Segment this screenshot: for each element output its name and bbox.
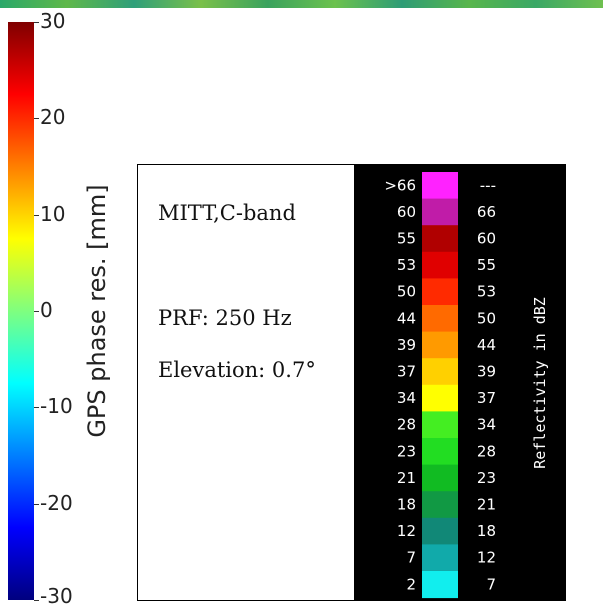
reflectivity-bin-high-label: 18	[477, 522, 496, 540]
gps-tick-label: 10	[40, 201, 66, 226]
gps-tick-mark	[34, 311, 39, 312]
reflectivity-bin-swatch	[422, 411, 458, 439]
reflectivity-bin-low-label: 34	[397, 389, 416, 407]
reflectivity-bin-high-label: 23	[477, 469, 496, 487]
reflectivity-bin-high-label: 60	[477, 230, 496, 248]
reflectivity-bin-high-label: 37	[477, 389, 496, 407]
reflectivity-bin-low-label: 2	[406, 575, 416, 593]
reflectivity-bin-low-label: 18	[397, 496, 416, 514]
reflectivity-bin-swatch	[422, 464, 458, 492]
radar-info-panel: MITT,C-band PRF: 250 Hz Elevation: 0.7°	[137, 164, 355, 601]
reflectivity-bin-swatch	[422, 198, 458, 226]
reflectivity-label: Reflectivity in dBZ	[531, 297, 549, 469]
reflectivity-legend: >66 --- 60 66 55 60 53 55 50 53 44 50 39 44 37 39 34 37 28…	[355, 164, 566, 601]
reflectivity-bin-low-label: >66	[384, 176, 416, 194]
gps-tick-label: 0	[40, 298, 53, 322]
reflectivity-bin-high-label: 39	[477, 363, 496, 381]
reflectivity-bin-swatch	[422, 331, 458, 359]
gps-tick-label: -30	[40, 584, 73, 608]
reflectivity-bin-high-label: 7	[486, 575, 496, 593]
gps-tick-mark	[34, 22, 39, 23]
gps-tick-label: 30	[40, 9, 66, 33]
gps-tick-mark	[34, 503, 39, 505]
radar-prf: PRF: 250 Hz	[158, 306, 292, 330]
gps-tick-label: -10	[40, 394, 73, 419]
reflectivity-bin-swatch	[422, 384, 458, 412]
reflectivity-bin-low-label: 60	[397, 203, 416, 221]
gps-tick-mark	[34, 600, 39, 601]
reflectivity-bin-low-label: 55	[397, 230, 416, 248]
reflectivity-bin-high-label: 50	[477, 309, 496, 327]
reflectivity-scale: >66 --- 60 66 55 60 53 55 50 53 44 50 39 44 37 39 34 37 28…	[384, 172, 496, 599]
reflectivity-bin-high-label: 28	[477, 442, 496, 460]
gps-tick-label: 20	[40, 105, 66, 130]
reflectivity-bin-low-label: 21	[397, 469, 416, 487]
reflectivity-bin-swatch	[422, 544, 458, 572]
reflectivity-bin-swatch	[422, 172, 458, 200]
reflectivity-bin-low-label: 37	[397, 363, 416, 381]
gps-tick-mark	[34, 407, 39, 409]
reflectivity-bin-low-label: 50	[397, 283, 416, 301]
reflectivity-bin-high-label: 66	[477, 203, 496, 221]
reflectivity-bin-swatch	[422, 491, 458, 519]
reflectivity-bin-high-label: 12	[477, 549, 496, 567]
reflectivity-bin-swatch	[422, 305, 458, 333]
reflectivity-bin-swatch	[422, 517, 458, 545]
reflectivity-bin-swatch	[422, 225, 458, 253]
reflectivity-bin-low-label: 44	[397, 309, 416, 327]
reflectivity-bin-low-label: 39	[397, 336, 416, 354]
reflectivity-bin-low-label: 28	[397, 416, 416, 434]
gps-colorbar	[8, 22, 34, 600]
reflectivity-bin-swatch	[422, 358, 458, 386]
reflectivity-bin-low-label: 12	[397, 522, 416, 540]
reflectivity-bin-high-label: 44	[477, 336, 496, 354]
reflectivity-bin-low-label: 53	[397, 256, 416, 274]
gps-tick-label: -20	[40, 490, 73, 515]
gps-colorbar-label: GPS phase res. [mm]	[83, 184, 111, 438]
reflectivity-bin-low-label: 23	[397, 442, 416, 460]
reflectivity-bin-swatch	[422, 438, 458, 466]
reflectivity-bin-high-label: 34	[477, 416, 496, 434]
gps-tick-mark	[34, 214, 39, 216]
reflectivity-bin-high-label: 53	[477, 283, 496, 301]
reflectivity-bin-swatch	[422, 251, 458, 279]
radar-elevation: Elevation: 0.7°	[158, 358, 316, 382]
radar-site-band: MITT,C-band	[158, 201, 296, 225]
reflectivity-bin-high-label: 55	[477, 256, 496, 274]
gps-tick-mark	[34, 118, 39, 120]
reflectivity-bin-high-label: ---	[480, 176, 496, 194]
reflectivity-bin-swatch	[422, 278, 458, 306]
map-image-strip	[0, 0, 603, 8]
reflectivity-bin-high-label: 21	[477, 496, 496, 514]
reflectivity-bin-swatch	[422, 571, 458, 599]
reflectivity-bin-low-label: 7	[406, 549, 416, 567]
